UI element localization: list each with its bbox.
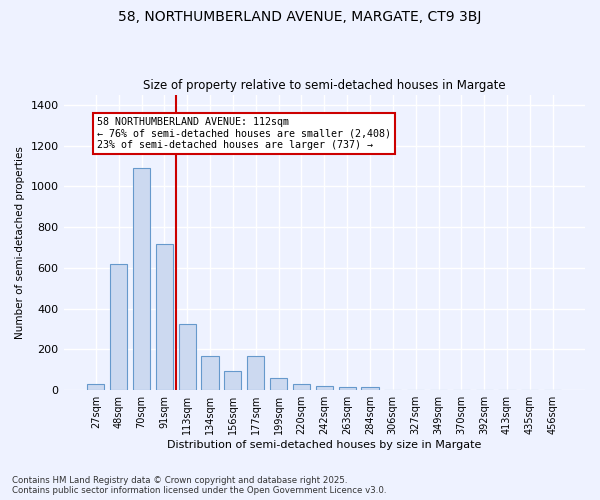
- Bar: [87, 384, 104, 390]
- Bar: [270, 378, 287, 390]
- Bar: [179, 324, 196, 390]
- X-axis label: Distribution of semi-detached houses by size in Margate: Distribution of semi-detached houses by …: [167, 440, 481, 450]
- Bar: [156, 244, 173, 390]
- Text: Contains HM Land Registry data © Crown copyright and database right 2025.
Contai: Contains HM Land Registry data © Crown c…: [12, 476, 386, 495]
- Y-axis label: Number of semi-detached properties: Number of semi-detached properties: [15, 146, 25, 339]
- Bar: [110, 264, 127, 390]
- Bar: [316, 386, 333, 390]
- Bar: [293, 384, 310, 390]
- Text: 58, NORTHUMBERLAND AVENUE, MARGATE, CT9 3BJ: 58, NORTHUMBERLAND AVENUE, MARGATE, CT9 …: [118, 10, 482, 24]
- Bar: [361, 387, 379, 390]
- Bar: [247, 356, 265, 390]
- Bar: [338, 387, 356, 390]
- Text: 58 NORTHUMBERLAND AVENUE: 112sqm
← 76% of semi-detached houses are smaller (2,40: 58 NORTHUMBERLAND AVENUE: 112sqm ← 76% o…: [97, 117, 391, 150]
- Bar: [133, 168, 150, 390]
- Title: Size of property relative to semi-detached houses in Margate: Size of property relative to semi-detach…: [143, 79, 506, 92]
- Bar: [202, 356, 218, 390]
- Bar: [224, 371, 241, 390]
